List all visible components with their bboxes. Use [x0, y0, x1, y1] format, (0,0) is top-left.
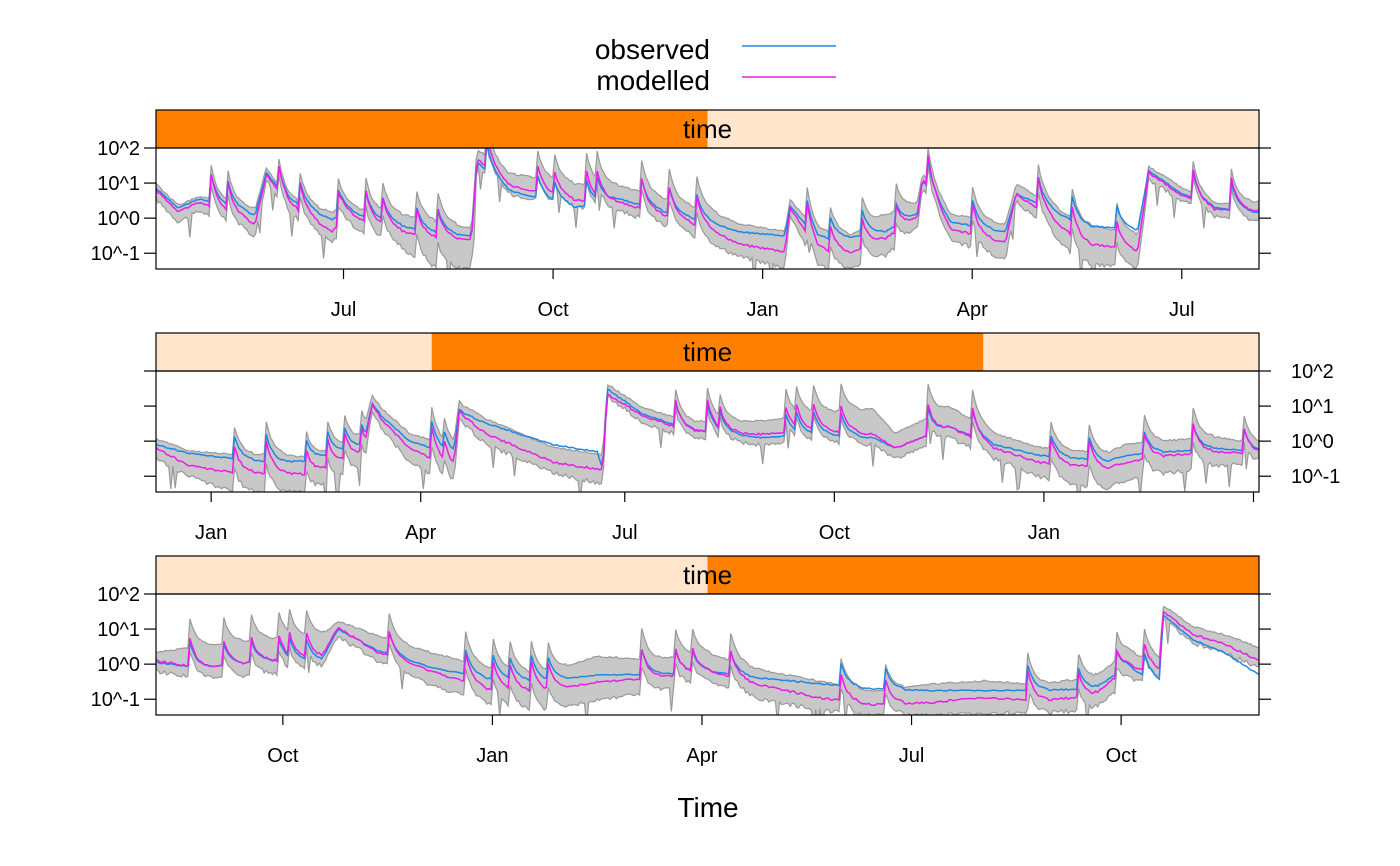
strip-highlight [707, 556, 1259, 594]
x-tick-label: Jan [747, 299, 779, 321]
y-tick-label: 10^0 [1291, 431, 1334, 453]
strip-highlight [431, 333, 984, 371]
x-tick-label: Jan [1028, 522, 1060, 544]
plot-area [156, 383, 1259, 492]
y-tick-label: 10^0 [97, 654, 140, 676]
x-tick-label: Jul [612, 522, 638, 544]
x-tick-label: Oct [267, 745, 299, 767]
series-observed [156, 148, 1259, 241]
y-tick-label: 10^2 [1291, 361, 1334, 383]
x-tick-label: Jul [899, 745, 925, 767]
panel-frame [155, 370, 1260, 493]
y-tick-label: 10^0 [97, 208, 140, 230]
uncertainty-band [156, 148, 1259, 269]
y-tick-label: 10^1 [97, 619, 140, 641]
panel-1: time 10^-1 10^0 10^1 10^2 Jul Oct Jan Apr Jul [91, 109, 1271, 321]
strip-label: time [683, 337, 732, 367]
y-tick-label: 10^1 [1291, 396, 1334, 418]
legend-label-observed: observed [595, 34, 710, 65]
x-axis-title: Time [677, 792, 738, 823]
y-tick-label: 10^1 [97, 173, 140, 195]
panel-2: time 10^-1 10^0 10^1 10^2 Jan Apr Jul Oct Jan [144, 332, 1340, 544]
x-tick-label: Oct [819, 522, 851, 544]
panel-3: time 10^-1 10^0 10^1 10^2 Oct Jan Apr Jul Oct [91, 555, 1271, 767]
panel-frame [155, 147, 1260, 270]
uncertainty-band [156, 605, 1259, 715]
strip-label: time [683, 560, 732, 590]
y-tick-label: 10^2 [97, 138, 140, 160]
plot-area [156, 148, 1259, 269]
legend: observed modelled [595, 34, 836, 96]
x-tick-label: Jan [476, 745, 508, 767]
series-modelled [156, 148, 1259, 254]
x-tick-label: Jul [1169, 299, 1195, 321]
plot-area [156, 605, 1259, 715]
x-tick-label: Apr [957, 299, 988, 321]
series-modelled [156, 393, 1259, 476]
x-tick-label: Apr [405, 522, 436, 544]
strip-highlight [156, 110, 708, 148]
y-tick-label: 10^-1 [91, 689, 140, 711]
strip-label: time [683, 114, 732, 144]
x-tick-label: Jul [331, 299, 357, 321]
y-tick-label: 10^-1 [1291, 466, 1340, 488]
x-tick-label: Apr [686, 745, 717, 767]
x-tick-label: Oct [538, 299, 570, 321]
y-tick-label: 10^-1 [91, 243, 140, 265]
panel-frame [155, 593, 1260, 716]
y-tick-label: 10^2 [97, 584, 140, 606]
x-tick-label: Jan [195, 522, 227, 544]
x-tick-label: Oct [1106, 745, 1138, 767]
series-modelled [156, 610, 1259, 706]
legend-label-modelled: modelled [596, 65, 710, 96]
